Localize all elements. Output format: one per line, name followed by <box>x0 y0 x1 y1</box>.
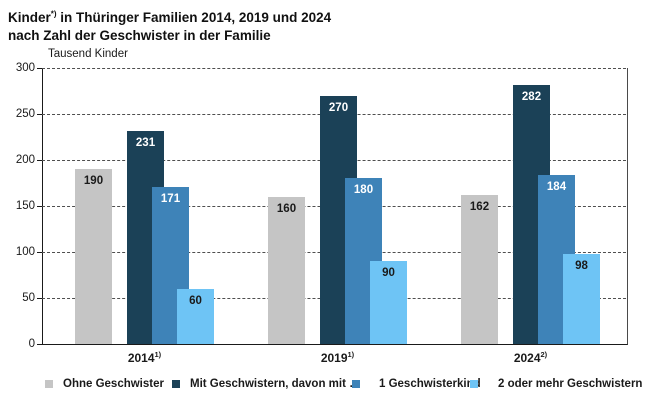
bar-value-label: 270 <box>328 101 349 114</box>
legend-item-1-geschwisterkind: 1 Geschwisterkind <box>352 378 481 390</box>
y-tick-label: 250 <box>15 108 35 120</box>
y-tick-mark <box>37 252 42 253</box>
category-footnote-marker: 1) <box>154 350 162 359</box>
title-footnote-marker: *) <box>50 9 57 18</box>
chart-title: Kinder*) in Thüringer Familien 2014, 201… <box>8 5 331 45</box>
bar-value-label: 171 <box>160 192 181 205</box>
category-footnote-marker: 2) <box>540 350 548 359</box>
y-axis-unit-label: Tausend Kinder <box>48 48 128 60</box>
bar-value-label: 231 <box>135 137 156 150</box>
bar: 160 <box>268 196 305 344</box>
bar: 90 <box>370 261 407 344</box>
x-category-label: 20242) <box>513 350 548 365</box>
bar-group-2014: 190 231 171 60 <box>75 68 214 344</box>
legend-swatch-darkblue <box>172 380 180 388</box>
y-tick-label: 200 <box>15 154 35 166</box>
y-tick-mark <box>37 114 42 115</box>
legend-label: 1 Geschwisterkind <box>379 378 481 390</box>
bar: 162 <box>461 194 498 344</box>
y-tick-label: 150 <box>15 200 35 212</box>
bar-value-label: 90 <box>382 267 395 280</box>
legend-swatch-gray <box>45 380 53 388</box>
title-line2: nach Zahl der Geschwister in der Familie <box>8 27 271 43</box>
bar-group-2024: 162 282 184 98 <box>461 68 600 344</box>
bar: 98 <box>563 253 600 344</box>
category-footnote-marker: 1) <box>347 350 355 359</box>
bar: 60 <box>177 288 214 344</box>
y-tick-mark <box>37 298 42 299</box>
legend-label: Ohne Geschwister <box>63 378 164 390</box>
bar-value-label: 282 <box>521 90 542 103</box>
y-tick-mark <box>37 68 42 69</box>
bar-value-label: 180 <box>353 184 374 197</box>
legend-swatch-lightblue <box>470 380 478 388</box>
legend-item-mit-geschwistern: Mit Geschwistern, davon mit … <box>172 378 361 390</box>
x-category-label: 20191) <box>320 350 355 365</box>
bar-value-label: 160 <box>276 202 297 215</box>
legend-label: Mit Geschwistern, davon mit … <box>190 378 361 390</box>
bar-value-label: 162 <box>469 200 490 213</box>
y-tick-mark <box>37 160 42 161</box>
bar-group-2019: 160 270 180 90 <box>268 68 407 344</box>
bar-value-label: 98 <box>575 259 588 272</box>
bar-value-label: 190 <box>83 175 104 188</box>
bar-value-label: 60 <box>189 294 202 307</box>
legend-swatch-mediumblue <box>352 380 360 388</box>
legend-item-2-oder-mehr: 2 oder mehr Geschwistern <box>470 378 642 390</box>
x-category-label: 20141) <box>127 350 162 365</box>
y-tick-mark <box>37 206 42 207</box>
y-tick-label: 0 <box>28 338 35 350</box>
y-tick-label: 100 <box>15 246 35 258</box>
legend-item-ohne-geschwister: Ohne Geschwister <box>45 378 164 390</box>
y-tick-mark <box>37 344 42 345</box>
bar-value-label: 184 <box>546 180 567 193</box>
y-tick-label: 50 <box>22 292 35 304</box>
y-tick-label: 300 <box>15 62 35 74</box>
bar: 190 <box>75 169 112 344</box>
gridline <box>42 68 626 69</box>
legend: Ohne Geschwister Mit Geschwistern, davon… <box>0 378 668 396</box>
title-line1: Kinder*) in Thüringer Familien 2014, 201… <box>8 9 332 25</box>
legend-label: 2 oder mehr Geschwistern <box>498 378 643 390</box>
